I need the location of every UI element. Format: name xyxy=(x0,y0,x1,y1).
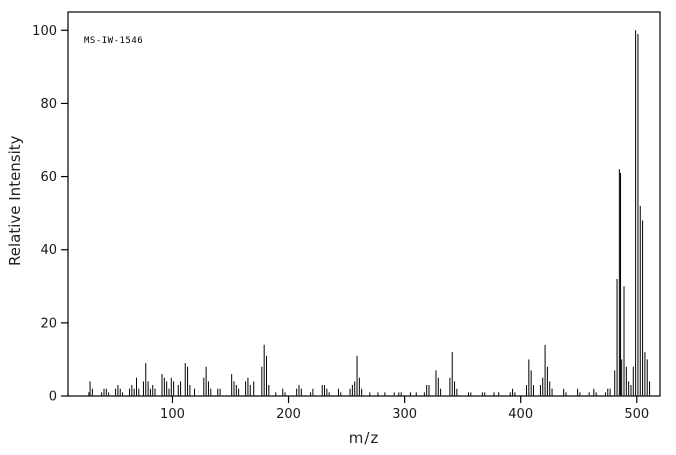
spectrum-id-label: MS-IW-1546 xyxy=(84,36,144,46)
x-tick-label: 100 xyxy=(160,407,185,422)
x-tick-label: 500 xyxy=(624,407,649,422)
y-tick-label: 60 xyxy=(40,170,57,185)
x-axis-label: m/z xyxy=(348,429,380,447)
y-tick-label: 0 xyxy=(49,390,57,405)
plot-frame xyxy=(67,11,661,397)
y-tick-label: 100 xyxy=(32,24,57,39)
y-tick-label: 40 xyxy=(40,243,57,258)
x-tick-label: 400 xyxy=(508,407,533,422)
y-tick-label: 80 xyxy=(40,97,57,112)
y-tick-label: 20 xyxy=(40,316,57,331)
x-tick-label: 200 xyxy=(276,407,301,422)
y-axis-label: Relative Intensity xyxy=(6,135,24,266)
x-tick-label: 300 xyxy=(392,407,417,422)
